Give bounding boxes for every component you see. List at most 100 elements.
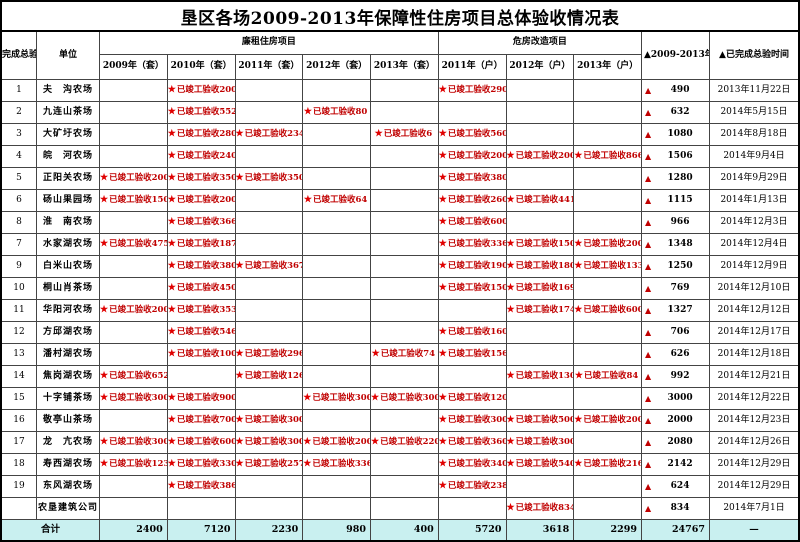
star-icon: ★ [167,194,176,205]
row-sequence: 4 [0,145,37,168]
star-icon: ★ [438,282,447,293]
row-value-cell [505,343,575,366]
star-icon: ★ [438,260,447,271]
row-value-cell: ★已竣工验收340 [437,453,507,476]
row-value-cell [573,123,642,146]
row-value-cell: ★已竣工验收187 [166,233,236,256]
row-completion-date: 2014年12月4日 [709,233,800,256]
row-unit-name: 方邱湖农场 [36,321,100,344]
row-sequence: 7 [0,233,37,256]
row-total-units: ▲ 1250 [641,255,710,278]
triangle-icon: ▲ [645,216,652,227]
row-value-cell [302,123,371,146]
star-icon: ★ [167,480,176,491]
star-icon: ★ [506,414,515,425]
row-value-cell [302,321,371,344]
completed-acceptance-value: ★已竣工验收169 [506,282,574,293]
star-icon: ★ [235,458,244,469]
row-value-cell: ★已竣工验收475 [99,233,168,256]
row-completion-date: 2013年11月22日 [709,79,800,102]
row-sequence: 1 [0,79,37,102]
completed-acceptance-value: ★已竣工验收300 [506,436,574,447]
row-value-cell: ★已竣工验收150 [437,277,507,300]
row-value-cell [234,145,304,168]
completed-acceptance-value: ★已竣工验收200 [100,304,168,315]
col-header-year-2013-rent: 2013年（套） [370,54,439,80]
row-unit-name: 寿西湖农场 [36,453,100,476]
completed-acceptance-value: ★已竣工验收340 [438,458,506,469]
completed-acceptance-value: ★已竣工验收353 [167,304,235,315]
star-icon: ★ [235,260,244,271]
row-value-cell [370,497,439,520]
completed-acceptance-value: ★已竣工验收133 [574,260,642,271]
row-value-cell: ★已竣工验收441 [505,189,575,212]
row-value-cell [505,211,575,234]
completed-acceptance-value: ★已竣工验收834 [506,502,574,513]
row-value-cell: ★已竣工验收300 [302,387,371,410]
star-icon: ★ [506,238,515,249]
row-unit-name: 皖 河农场 [36,145,100,168]
row-value-cell [234,299,304,322]
completed-acceptance-value: ★已竣工验收360 [438,436,506,447]
triangle-icon: ▲ [645,172,652,183]
row-value-cell: ★已竣工验收834 [505,497,575,520]
completed-acceptance-value: ★已竣工验收200 [100,172,168,183]
triangle-icon: ▲ [645,502,652,513]
row-value-cell [505,321,575,344]
completed-acceptance-value: ★已竣工验收126 [235,370,303,381]
row-value-cell: ★已竣工验收367 [234,255,304,278]
triangle-icon: ▲ [645,238,652,249]
star-icon: ★ [506,282,515,293]
row-sequence: 19 [0,475,37,498]
row-total-units: ▲ 834 [641,497,710,520]
row-value-cell: ★已竣工验收80 [302,101,371,124]
row-value-cell [302,343,371,366]
total-row-grand-total: 24767 [641,519,710,542]
triangle-icon: ▲ [645,150,652,161]
row-value-cell: ★已竣工验收169 [505,277,575,300]
row-value-cell: ★已竣工验收652 [99,365,168,388]
row-value-cell: ★已竣工验收123 [99,453,168,476]
row-completion-date: 2014年1月13日 [709,189,800,212]
row-completion-date: 2014年12月9日 [709,255,800,278]
row-value-cell: ★已竣工验收560 [437,123,507,146]
completed-acceptance-value: ★已竣工验收240 [167,150,235,161]
star-icon: ★ [438,216,447,227]
star-icon: ★ [235,348,244,359]
row-value-cell [370,453,439,476]
row-value-cell [437,365,507,388]
completed-acceptance-value: ★已竣工验收652 [100,370,168,381]
triangle-icon: ▲ [645,260,652,271]
row-value-cell: ★已竣工验收174 [505,299,575,322]
row-completion-date: 2014年12月21日 [709,365,800,388]
row-value-cell [573,321,642,344]
completed-acceptance-value: ★已竣工验收64 [303,194,368,205]
row-unit-name: 大矿圩农场 [36,123,100,146]
row-total-units: ▲ 3000 [641,387,710,410]
row-value-cell [99,123,168,146]
header-row-years: 2009年（套） 2010年（套） 2011年（套） 2012年（套） 2013… [1,54,799,80]
row-completion-date: 2014年12月23日 [709,409,800,432]
row-completion-date: 2014年12月12日 [709,299,800,322]
row-value-cell [302,277,371,300]
row-value-cell [370,255,439,278]
completed-acceptance-value: ★已竣工验收900 [167,392,235,403]
completed-acceptance-value: ★已竣工验收200 [574,238,642,249]
row-completion-date: 2014年12月3日 [709,211,800,234]
row-unit-name: 东风湖农场 [36,475,100,498]
row-value-cell [302,365,371,388]
row-value-cell [302,233,371,256]
row-value-cell: ★已竣工验收126 [234,365,304,388]
row-value-cell: ★已竣工验收300 [234,431,304,454]
completed-acceptance-value: ★已竣工验收100 [167,348,235,359]
completed-acceptance-value: ★已竣工验收290 [438,84,506,95]
row-value-cell [166,365,236,388]
row-unit-name: 十字铺茶场 [36,387,100,410]
star-icon: ★ [574,238,583,249]
row-value-cell: ★已竣工验收200 [505,145,575,168]
col-header-group-danger: 危房改造项目 [437,30,643,55]
star-icon: ★ [506,458,515,469]
row-completion-date: 2014年7月1日 [709,497,800,520]
star-icon: ★ [574,260,583,271]
